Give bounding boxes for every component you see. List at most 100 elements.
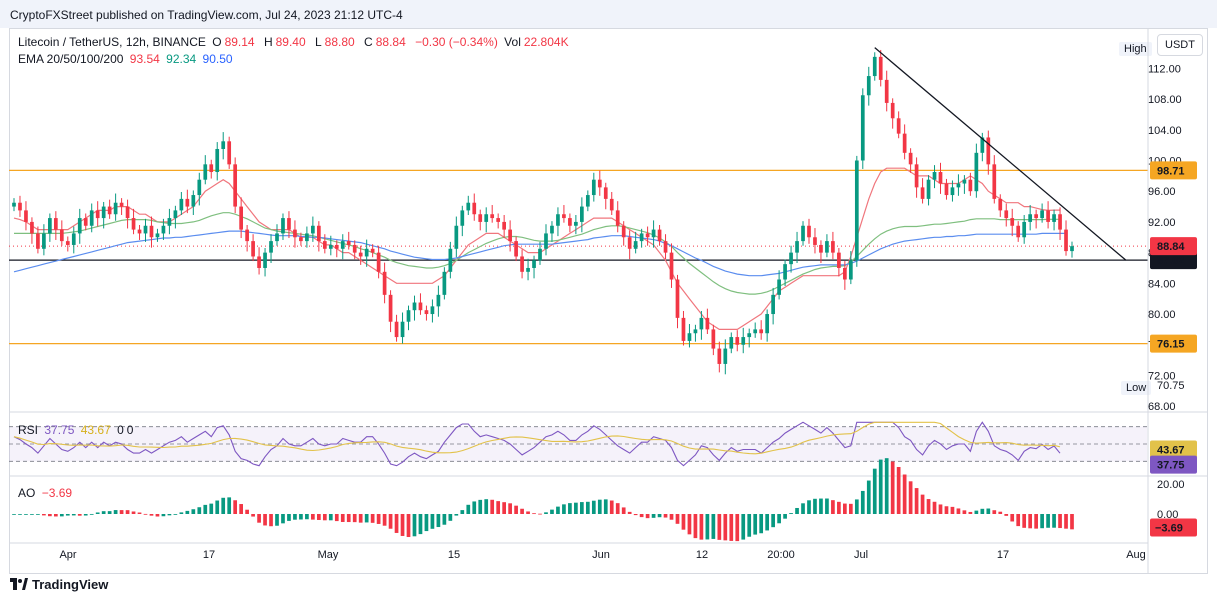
open-value: 89.14	[224, 35, 255, 49]
candle-body	[167, 218, 172, 226]
ao-bar	[866, 480, 871, 514]
ao-bar	[645, 514, 650, 519]
price-tick: 68.00	[1148, 401, 1176, 413]
candle-body	[251, 241, 255, 257]
candle-body	[412, 302, 417, 311]
candle-body	[801, 225, 805, 242]
candle-body	[765, 314, 770, 334]
rsi-label[interactable]: RSI	[18, 423, 39, 437]
candle-body	[1064, 229, 1068, 252]
level-tag	[1150, 334, 1197, 353]
candle-body	[1022, 221, 1027, 238]
rsi-ma-line	[13, 421, 1061, 455]
candle-body	[657, 229, 662, 242]
candle-body	[287, 218, 291, 230]
candle-body	[388, 294, 393, 322]
symbol-label[interactable]: Litecoin / TetherUS, 12h, BINANCE	[18, 35, 206, 49]
candle-body	[155, 233, 160, 238]
ao-bar	[77, 514, 82, 516]
chart-frame	[9, 28, 1208, 574]
candle-body	[227, 141, 232, 165]
ao-bar	[860, 490, 865, 514]
candle-body	[717, 348, 722, 364]
ao-bar	[322, 514, 327, 521]
ao-bar	[837, 501, 841, 514]
ao-bar	[215, 500, 220, 514]
candle-body	[173, 210, 178, 219]
publish-text: CryptoFXStreet published on TradingView.…	[10, 8, 403, 22]
candle-body	[872, 56, 877, 77]
candle-body	[263, 252, 267, 268]
candle-body	[376, 252, 381, 272]
ao-bar	[1046, 514, 1050, 528]
ao-label[interactable]: AO	[18, 486, 36, 500]
candle-body	[884, 79, 889, 103]
high-value: 89.40	[275, 35, 306, 49]
ao-bar	[107, 511, 112, 514]
ao-bar	[992, 510, 997, 514]
ao-legend: AO −3.69	[18, 486, 75, 500]
candle-body	[89, 210, 94, 226]
candle-body	[221, 141, 226, 149]
ao-bar	[932, 501, 937, 514]
ao-tick: 20.00	[1157, 479, 1185, 491]
ao-bar	[556, 506, 560, 514]
candle-body	[944, 183, 949, 196]
ao-bar	[926, 499, 931, 514]
candle-body	[65, 241, 70, 245]
ao-bar	[275, 514, 279, 526]
ao-bar	[980, 508, 985, 514]
candle-body	[562, 214, 566, 219]
candle-body	[1046, 210, 1050, 222]
ao-bar	[454, 514, 459, 516]
ao-bar	[119, 510, 124, 514]
candle-body	[831, 241, 835, 253]
ao-bar	[878, 459, 883, 514]
candle-body	[460, 210, 465, 226]
ao-bar	[675, 514, 680, 524]
candle-body	[245, 229, 249, 242]
ao-bar	[1040, 514, 1044, 529]
price-tick: 80.00	[1148, 309, 1176, 321]
rsi-ma-tag	[1150, 440, 1197, 459]
candle-body	[191, 195, 196, 207]
candle-body	[681, 317, 686, 341]
candle-body	[113, 202, 118, 215]
price-tick: 92.00	[1148, 217, 1176, 229]
ao-bar	[526, 511, 530, 514]
ao-bar	[633, 514, 638, 516]
candle-body	[36, 233, 40, 249]
level-tag-label: 98.71	[1157, 165, 1185, 177]
ema-label[interactable]: EMA 20/50/100/200	[18, 52, 124, 66]
candle-body	[878, 56, 883, 80]
ao-bar	[472, 501, 477, 514]
candle-body	[275, 233, 279, 242]
candle-body	[18, 202, 22, 211]
ao-bar	[568, 503, 572, 514]
candle-body	[687, 333, 692, 341]
candle-body	[860, 95, 865, 161]
ao-bar	[574, 502, 578, 514]
close-value: 88.84	[375, 35, 406, 49]
ao-bar	[813, 498, 817, 514]
candle-body	[974, 152, 979, 192]
ao-bar	[460, 510, 465, 514]
ao-bar	[765, 514, 770, 531]
ao-bar	[448, 514, 453, 521]
tradingview-brand[interactable]: TradingView	[10, 577, 108, 592]
candle-body	[472, 202, 477, 215]
ao-bar	[717, 514, 722, 540]
candle-body	[334, 244, 339, 249]
candle-body	[1052, 214, 1056, 222]
price-tick: 104.00	[1148, 125, 1182, 137]
currency-button[interactable]: USDT	[1157, 34, 1203, 56]
low-value-label: 70.75	[1157, 380, 1185, 392]
candle-body	[293, 229, 297, 238]
ao-bar	[502, 502, 506, 514]
symbol-legend: Litecoin / TetherUS, 12h, BINANCE O 89.14…	[18, 35, 569, 49]
candle-body	[161, 225, 166, 234]
low-marker: Low	[1121, 381, 1152, 395]
ao-bar	[1010, 514, 1015, 522]
